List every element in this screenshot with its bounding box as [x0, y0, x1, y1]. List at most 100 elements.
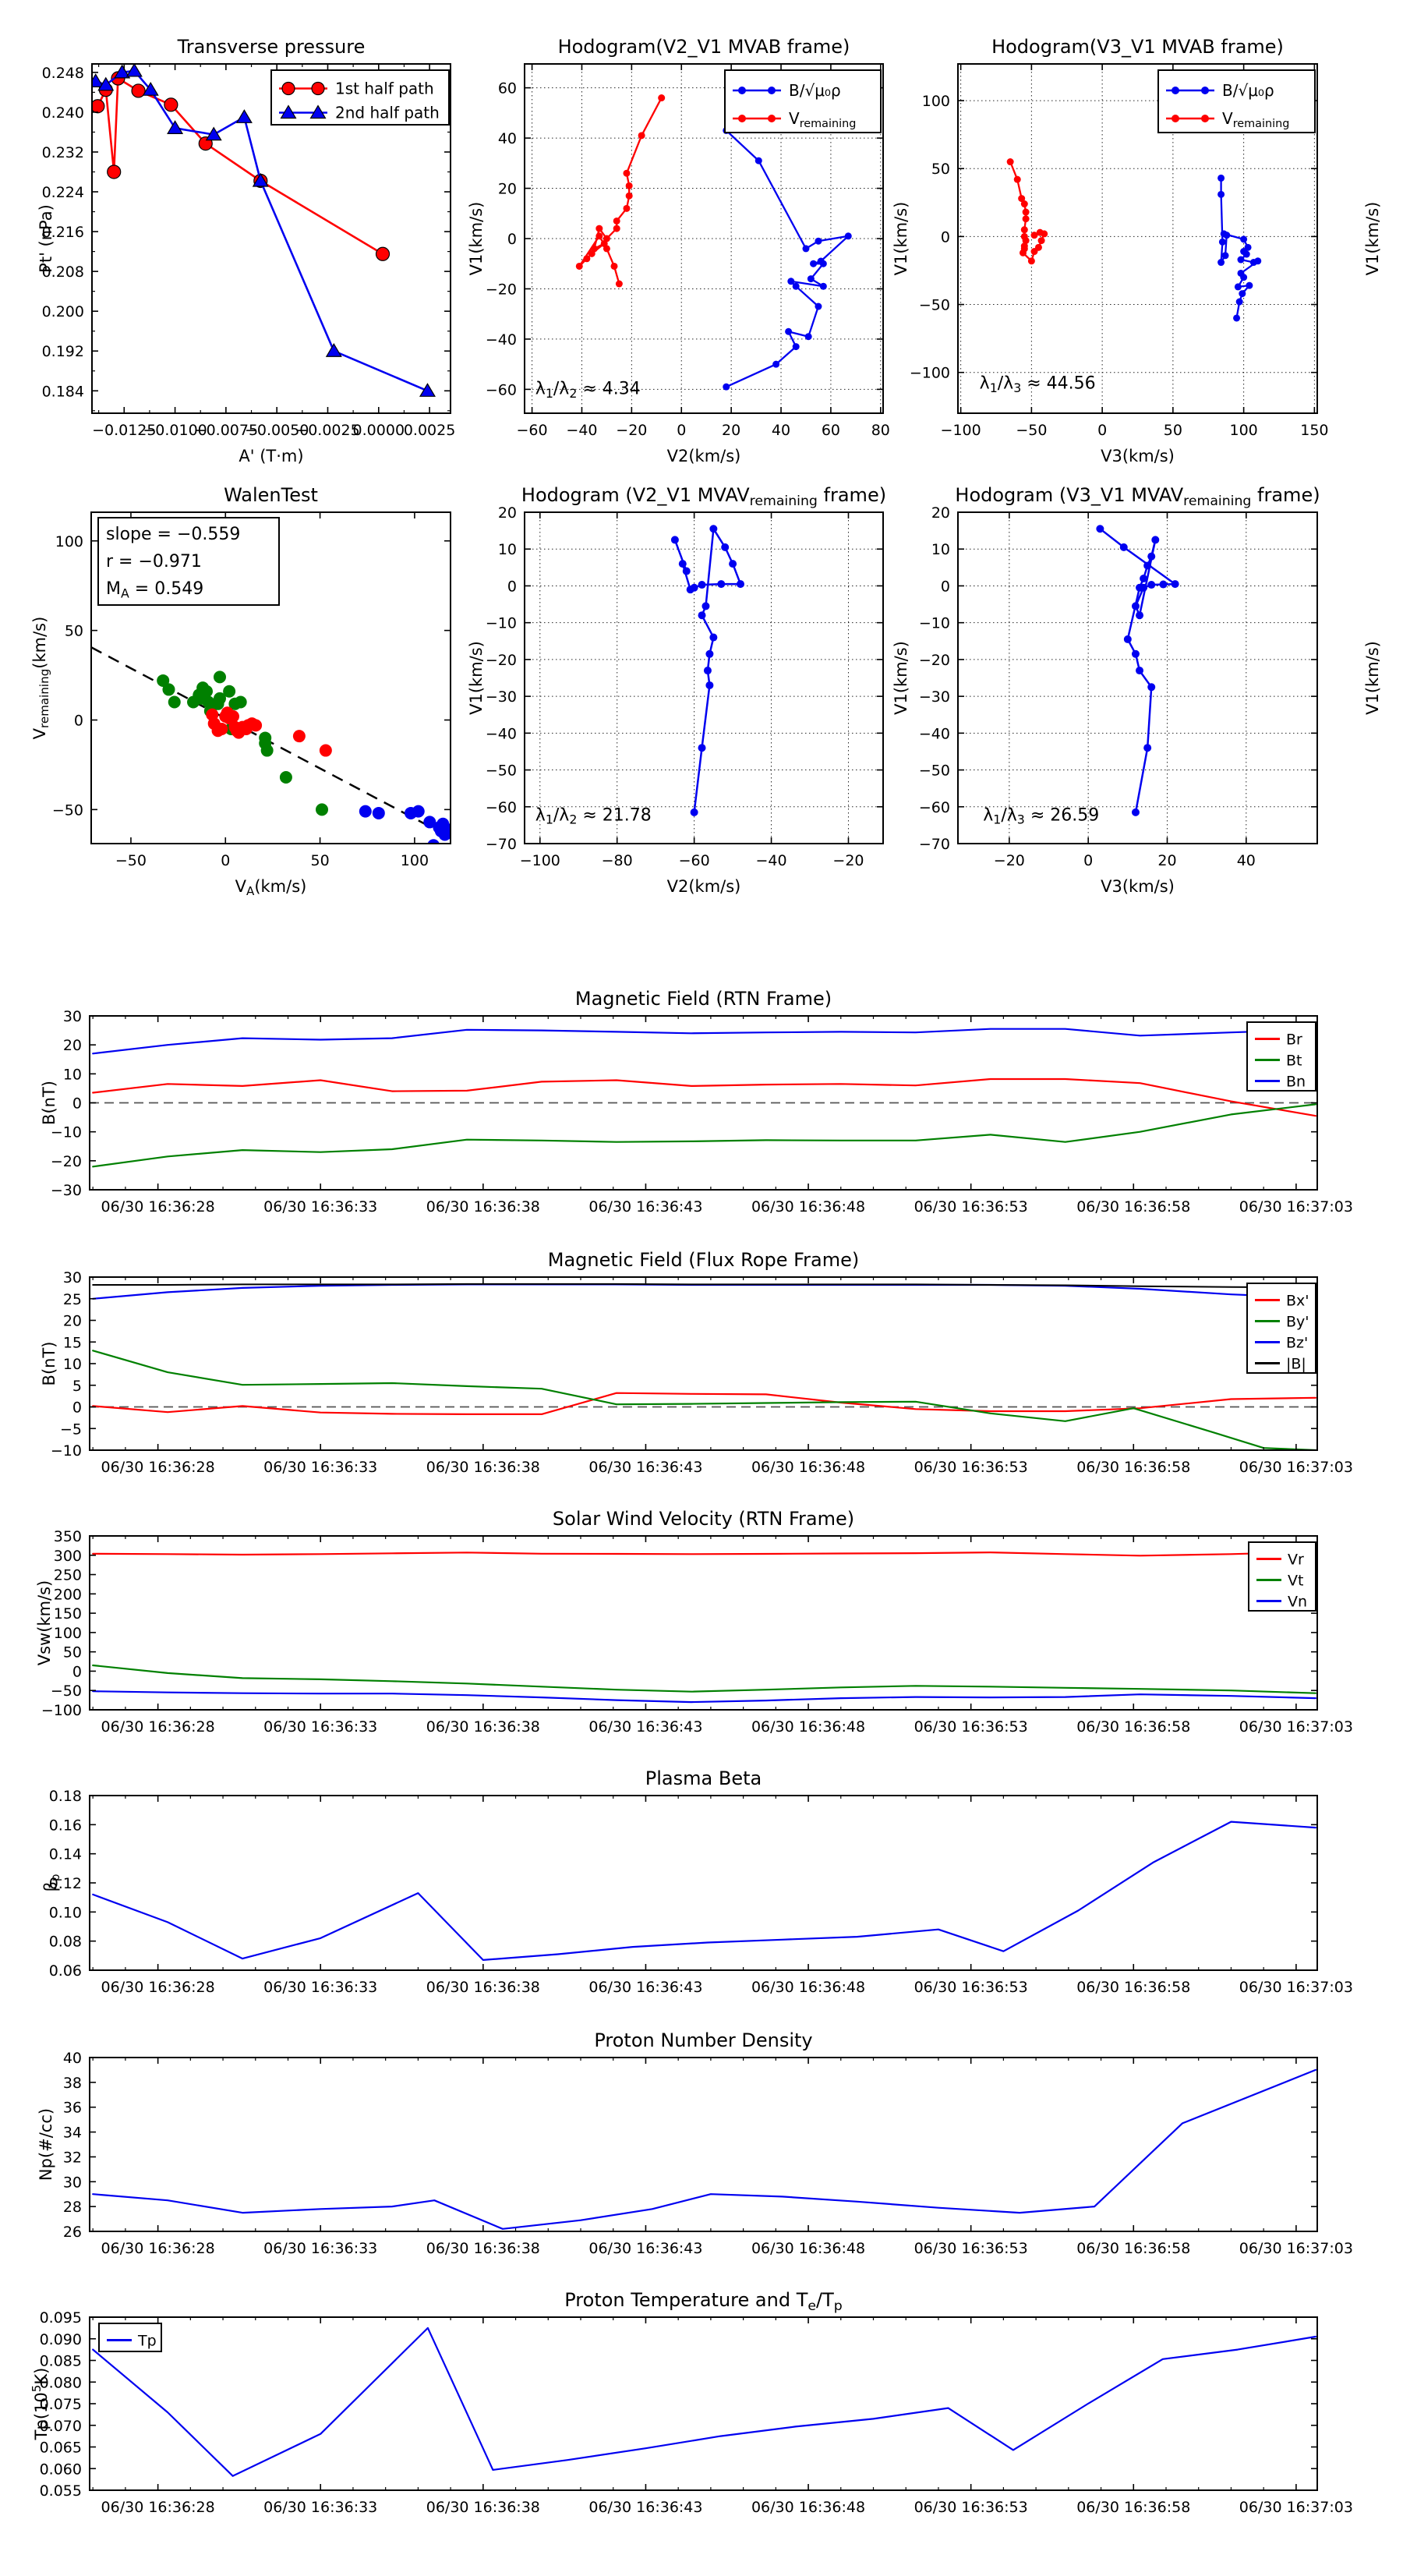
- axes-frame: [90, 511, 451, 844]
- x-tick-label: −0.0075: [194, 422, 258, 439]
- y-tick-label: −70: [486, 836, 517, 853]
- x-tick-label: 06/30 16:36:38: [426, 2240, 540, 2257]
- x-tick-label: −20: [832, 852, 864, 869]
- axis-ticks: −0.0125−0.0100−0.0075−0.0050−0.00250.000…: [42, 64, 455, 439]
- stats-line: slope = −0.559: [106, 525, 240, 544]
- y-tick-label: 0: [507, 578, 517, 595]
- stats-line: r = −0.971: [106, 552, 202, 571]
- x-tick-label: 06/30 16:36:58: [1076, 1718, 1190, 1736]
- y-axis-label-right: V1(km/s): [1363, 641, 1382, 715]
- y-tick-label: 0.055: [40, 2482, 82, 2500]
- y-axis-label: Tp(105K): [30, 2368, 51, 2441]
- y-tick-label: −10: [486, 615, 517, 632]
- series-V-remaining: [575, 94, 666, 288]
- legend: Tp: [98, 2323, 162, 2352]
- x-tick-label: 06/30 16:37:03: [1239, 1718, 1353, 1736]
- y-tick-label: −50: [919, 763, 950, 780]
- x-tick-label: −0.0050: [245, 422, 309, 439]
- x-tick-label: 0: [1083, 852, 1093, 869]
- axes-frame: [91, 63, 451, 414]
- panel-title: Plasma Beta: [645, 1767, 762, 1789]
- x-tick-label: 06/30 16:36:28: [101, 1198, 215, 1215]
- x-tick-label: 06/30 16:37:03: [1239, 1198, 1353, 1215]
- legend-label: Vt: [1288, 1573, 1303, 1590]
- panel-title: Hodogram(V2_V1 MVAB frame): [558, 36, 850, 58]
- legend-label: Vn: [1288, 1594, 1307, 1611]
- y-tick-label: 0: [72, 1663, 82, 1680]
- legend-label: Vr: [1288, 1552, 1304, 1569]
- stats-line: MA = 0.549: [106, 579, 203, 600]
- x-tick-label: 06/30 16:37:03: [1239, 2240, 1353, 2257]
- y-tick-label: 25: [63, 1291, 82, 1308]
- axes-frame: [89, 2057, 1318, 2232]
- y-tick-label: 10: [63, 1066, 82, 1083]
- x-tick-label: 06/30 16:36:53: [914, 1979, 1028, 1996]
- panel-solar-wind-velocity-rtn: 06/30 16:36:28 06/30 16:36:33 06/30 16:36:…: [35, 1508, 1353, 1736]
- panel-hodogram-v2v1-mvav: −100 −80 −60 −40 −20−70−60−50−40−30−20−10010…: [467, 484, 886, 896]
- y-tick-label: 40: [63, 2050, 82, 2067]
- x-tick-label: 06/30 16:36:58: [1076, 2499, 1190, 2516]
- y-tick-label: 0: [72, 1399, 82, 1417]
- x-tick-label: 06/30 16:36:33: [263, 2240, 377, 2257]
- series-B-magnitude: [92, 1283, 1316, 1289]
- y-axis-label: V1(km/s): [892, 202, 910, 276]
- y-tick-label: −100: [910, 365, 950, 382]
- series-second-half-points: [359, 805, 451, 844]
- x-tick-label: 06/30 16:36:58: [1076, 1198, 1190, 1215]
- legend-label: Vremaining: [1222, 109, 1289, 130]
- x-tick-label: 06/30 16:36:53: [914, 1198, 1028, 1215]
- y-tick-label: 50: [931, 161, 950, 178]
- x-tick-label: 06/30 16:36:38: [426, 1459, 540, 1476]
- legend-label: Bt: [1286, 1053, 1302, 1070]
- x-tick-label: −80: [602, 852, 633, 869]
- x-tick-label: 06/30 16:36:33: [263, 1718, 377, 1736]
- axis-ticks: 06/30 16:36:28 06/30 16:36:33 06/30 16:36:…: [51, 1269, 1353, 1476]
- x-tick-label: 06/30 16:37:03: [1239, 1459, 1353, 1476]
- y-tick-label: −5: [60, 1421, 82, 1438]
- stats-box: slope = −0.559 r = −0.971 MA = 0.549: [97, 517, 280, 606]
- x-tick-label: 06/30 16:36:53: [914, 2499, 1028, 2516]
- lambda-ratio-annotation: λ1/λ3 ≈ 44.56: [980, 374, 1096, 395]
- legend-label: Br: [1286, 1031, 1302, 1049]
- y-tick-label: 350: [54, 1528, 82, 1545]
- y-tick-label: 0.248: [42, 65, 84, 82]
- x-tick-label: 0: [1097, 422, 1107, 439]
- x-tick-label: 06/30 16:36:28: [101, 2499, 215, 2516]
- x-tick-label: 50: [310, 852, 329, 869]
- x-tick-label: −60: [679, 852, 710, 869]
- x-tick-label: 06/30 16:36:38: [426, 1198, 540, 1215]
- y-tick-label: −20: [486, 281, 517, 298]
- x-tick-label: 06/30 16:36:38: [426, 1979, 540, 1996]
- y-tick-label: −60: [919, 799, 950, 816]
- y-tick-label: 0.070: [40, 2418, 82, 2435]
- x-tick-label: 80: [871, 422, 890, 439]
- x-tick-label: 06/30 16:36:48: [751, 1979, 865, 1996]
- series-proton-density: [92, 2068, 1316, 2230]
- y-tick-label: −70: [919, 836, 950, 853]
- y-tick-label: −30: [51, 1182, 82, 1199]
- y-tick-label: −40: [486, 331, 517, 349]
- panel-proton-number-density: 06/30 16:36:28 06/30 16:36:33 06/30 16:36:…: [37, 2029, 1353, 2257]
- y-tick-label: 10: [63, 1356, 82, 1373]
- y-tick-label: −40: [919, 725, 950, 742]
- y-tick-label: 20: [63, 1037, 82, 1054]
- y-tick-label: 0: [941, 578, 950, 595]
- x-tick-label: 100: [1229, 422, 1257, 439]
- y-tick-label: −50: [52, 801, 83, 819]
- panel-title: Transverse pressure: [177, 36, 366, 58]
- legend-label: By': [1286, 1314, 1309, 1331]
- y-tick-label: 28: [63, 2199, 82, 2216]
- x-tick-label: 06/30 16:36:48: [751, 1198, 865, 1215]
- series-velocity-hodogram: [1096, 525, 1179, 816]
- axis-ticks: 06/30 16:36:28 06/30 16:36:33 06/30 16:36:…: [41, 1528, 1353, 1736]
- x-tick-label: 06/30 16:36:43: [588, 1459, 702, 1476]
- x-tick-label: 0: [677, 422, 686, 439]
- y-axis-label: B(nT): [40, 1081, 58, 1125]
- x-tick-label: 06/30 16:36:33: [263, 1979, 377, 1996]
- x-axis-label: V3(km/s): [1101, 877, 1175, 896]
- axis-ticks: −100 −50 0 50 100 150 −100 −50 0 50 100: [910, 64, 1329, 439]
- legend-label: Tp: [137, 2333, 157, 2350]
- panel-title: Proton Temperature and Te/Tp: [564, 2289, 843, 2314]
- y-tick-label: −20: [919, 652, 950, 669]
